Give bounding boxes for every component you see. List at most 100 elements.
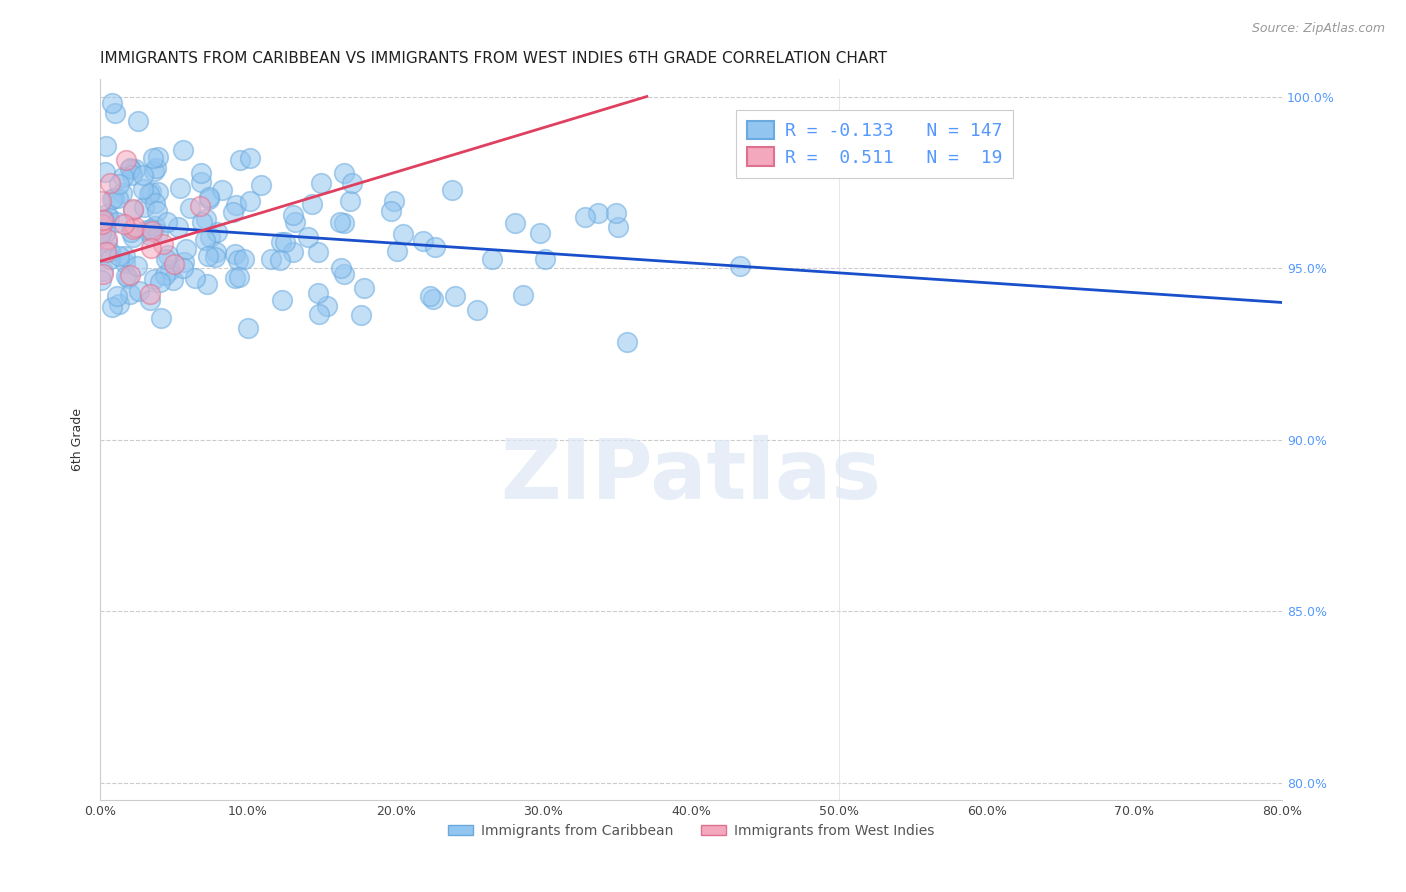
Point	[194, 211, 217, 226]
Point	[284, 215, 307, 229]
Point	[586, 205, 609, 219]
Point	[90, 194, 112, 208]
Point	[91, 264, 114, 278]
Point	[146, 150, 169, 164]
Point	[91, 212, 114, 227]
Point	[141, 224, 163, 238]
Point	[101, 300, 124, 314]
Point	[142, 151, 165, 165]
Point	[100, 192, 122, 206]
Point	[387, 244, 409, 259]
Text: Source: ZipAtlas.com: Source: ZipAtlas.com	[1251, 22, 1385, 36]
Point	[224, 247, 246, 261]
Point	[91, 267, 114, 281]
Y-axis label: 6th Grade: 6th Grade	[72, 409, 84, 471]
Point	[107, 190, 129, 204]
Point	[104, 105, 127, 120]
Point	[412, 235, 434, 249]
Point	[114, 248, 136, 262]
Point	[616, 334, 638, 349]
Point	[191, 214, 214, 228]
Point	[269, 252, 291, 267]
Point	[108, 177, 131, 191]
Point	[423, 240, 446, 254]
Point	[96, 235, 118, 249]
Point	[169, 181, 191, 195]
Point	[138, 187, 160, 202]
Point	[122, 202, 145, 217]
Point	[339, 194, 361, 209]
Point	[179, 201, 201, 215]
Point	[297, 230, 319, 244]
Point	[503, 216, 526, 230]
Point	[122, 230, 145, 244]
Point	[198, 229, 221, 244]
Point	[162, 273, 184, 287]
Point	[270, 235, 292, 250]
Point	[114, 256, 136, 270]
Legend: Immigrants from Caribbean, Immigrants from West Indies: Immigrants from Caribbean, Immigrants fr…	[441, 819, 941, 844]
Point	[120, 287, 142, 301]
Point	[512, 288, 534, 302]
Text: IMMIGRANTS FROM CARIBBEAN VS IMMIGRANTS FROM WEST INDIES 6TH GRADE CORRELATION C: IMMIGRANTS FROM CARIBBEAN VS IMMIGRANTS …	[100, 51, 887, 66]
Point	[188, 199, 211, 213]
Point	[281, 244, 304, 259]
Point	[155, 252, 177, 267]
Point	[94, 245, 117, 260]
Point	[222, 204, 245, 219]
Point	[117, 271, 139, 285]
Point	[136, 222, 159, 236]
Point	[301, 197, 323, 211]
Point	[307, 245, 329, 260]
Point	[118, 161, 141, 175]
Point	[606, 219, 628, 234]
Point	[204, 250, 226, 264]
Point	[173, 255, 195, 269]
Point	[127, 259, 149, 273]
Point	[107, 289, 129, 303]
Point	[534, 252, 557, 267]
Point	[96, 207, 118, 221]
Point	[574, 210, 596, 224]
Point	[115, 269, 138, 284]
Point	[152, 236, 174, 251]
Point	[333, 267, 356, 281]
Point	[98, 177, 121, 191]
Point	[259, 252, 281, 267]
Point	[91, 217, 114, 231]
Point	[108, 297, 131, 311]
Point	[239, 151, 262, 165]
Point	[283, 208, 305, 222]
Point	[233, 252, 256, 266]
Point	[225, 198, 247, 212]
Point	[307, 285, 329, 300]
Point	[228, 270, 250, 285]
Point	[333, 216, 356, 230]
Point	[94, 226, 117, 240]
Point	[134, 200, 156, 214]
Point	[350, 308, 373, 322]
Point	[167, 220, 190, 235]
Point	[229, 153, 252, 167]
Point	[122, 202, 145, 216]
Point	[156, 248, 179, 262]
Point	[94, 138, 117, 153]
Point	[172, 143, 194, 157]
Point	[131, 182, 153, 196]
Point	[132, 169, 155, 183]
Point	[529, 226, 551, 240]
Point	[308, 307, 330, 321]
Point	[120, 161, 142, 176]
Point	[380, 203, 402, 218]
Point	[143, 195, 166, 210]
Point	[605, 206, 627, 220]
Point	[440, 183, 463, 197]
Point	[730, 260, 752, 274]
Point	[145, 219, 167, 234]
Point	[150, 310, 173, 325]
Point	[392, 227, 415, 242]
Point	[190, 166, 212, 180]
Point	[90, 226, 112, 240]
Point	[142, 272, 165, 286]
Point	[111, 186, 134, 201]
